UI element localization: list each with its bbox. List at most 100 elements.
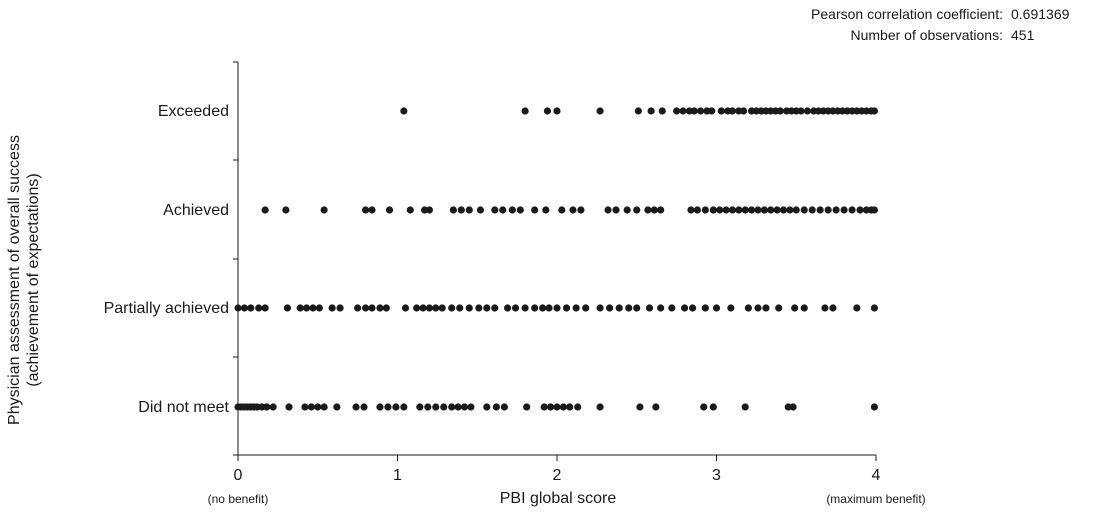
data-point <box>709 403 717 411</box>
data-point <box>717 107 725 115</box>
data-point <box>282 206 290 214</box>
data-point <box>633 304 641 312</box>
data-point <box>521 304 529 312</box>
data-point <box>255 304 263 312</box>
data-point <box>475 304 483 312</box>
data-point <box>824 206 832 214</box>
data-point <box>360 403 368 411</box>
data-point <box>559 403 567 411</box>
y-axis-label-line-1: Physician assessment of overall success <box>6 135 23 425</box>
data-point <box>553 107 561 115</box>
data-point <box>673 107 681 115</box>
data-point <box>779 206 788 214</box>
data-point <box>760 206 768 214</box>
data-point <box>315 304 323 312</box>
data-point <box>336 304 344 312</box>
data-point <box>465 304 473 312</box>
data-point <box>803 107 812 115</box>
x-tick-label: 3 <box>712 467 721 484</box>
data-point <box>354 304 362 312</box>
data-point <box>574 403 582 411</box>
data-point <box>432 304 440 312</box>
data-point <box>572 304 580 312</box>
data-point <box>754 304 762 312</box>
data-point <box>553 304 561 312</box>
y-category-label: Exceeded <box>158 103 229 120</box>
data-point <box>744 304 753 312</box>
data-point <box>681 304 689 312</box>
data-point <box>368 304 376 312</box>
data-point <box>382 304 390 312</box>
data-point <box>870 107 879 115</box>
data-point <box>448 304 456 312</box>
data-point <box>234 304 242 312</box>
data-point <box>870 206 879 214</box>
data-point <box>633 206 641 214</box>
y-axis-label-line-2: (achievement of expectations) <box>25 173 42 386</box>
statistics-box: Pearson correlation coefficient: 0.69136… <box>811 4 1087 46</box>
data-point <box>240 304 248 312</box>
data-point <box>775 304 783 312</box>
data-point <box>523 403 531 411</box>
data-point <box>693 206 701 214</box>
data-point <box>582 304 590 312</box>
data-point <box>562 304 571 312</box>
data-point <box>419 304 427 312</box>
data-point <box>596 304 604 312</box>
data-point <box>741 403 749 411</box>
data-point <box>440 403 448 411</box>
data-point <box>558 206 566 214</box>
data-point <box>368 206 376 214</box>
data-point <box>500 403 508 411</box>
y-axis-label: Physician assessment of overall success … <box>6 135 42 425</box>
data-point <box>634 107 642 115</box>
data-point <box>679 107 687 115</box>
data-point <box>247 304 255 312</box>
data-point <box>553 403 561 411</box>
data-point <box>539 304 547 312</box>
data-point <box>307 403 315 411</box>
data-point <box>735 206 743 214</box>
data-point <box>508 206 516 214</box>
observations-row: Number of observations: 451 <box>811 25 1087 46</box>
data-point <box>747 206 756 214</box>
data-point <box>566 403 574 411</box>
data-point <box>767 206 775 214</box>
data-point <box>612 206 620 214</box>
data-point <box>384 403 392 411</box>
observations-value: 451 <box>1011 27 1035 43</box>
data-point <box>460 403 469 411</box>
data-point <box>688 304 697 312</box>
data-point <box>476 206 485 214</box>
data-point <box>492 403 500 411</box>
data-point <box>856 206 864 214</box>
data-point <box>740 107 748 115</box>
axes: 0 1 2 3 4 Did not meet Partially achieved Achie… <box>104 61 881 484</box>
data-point <box>647 107 655 115</box>
data-point <box>792 206 800 214</box>
data-point <box>314 403 322 411</box>
data-point <box>406 206 414 214</box>
data-point <box>848 206 856 214</box>
data-point <box>657 304 665 312</box>
data-point <box>623 206 631 214</box>
data-point <box>700 403 708 411</box>
data-point <box>696 107 705 115</box>
data-point <box>432 403 440 411</box>
data-point <box>615 304 623 312</box>
data-point <box>320 206 328 214</box>
data-point <box>491 304 499 312</box>
data-point <box>392 403 400 411</box>
x-axis-label: PBI global score <box>500 490 617 507</box>
data-point <box>840 206 848 214</box>
data-point <box>302 304 311 312</box>
data-point <box>604 206 612 214</box>
data-point <box>776 107 784 115</box>
data-point <box>569 206 577 214</box>
data-point <box>376 304 384 312</box>
data-point <box>424 403 432 411</box>
data-point <box>762 304 770 312</box>
data-point <box>657 206 665 214</box>
data-point <box>800 304 808 312</box>
